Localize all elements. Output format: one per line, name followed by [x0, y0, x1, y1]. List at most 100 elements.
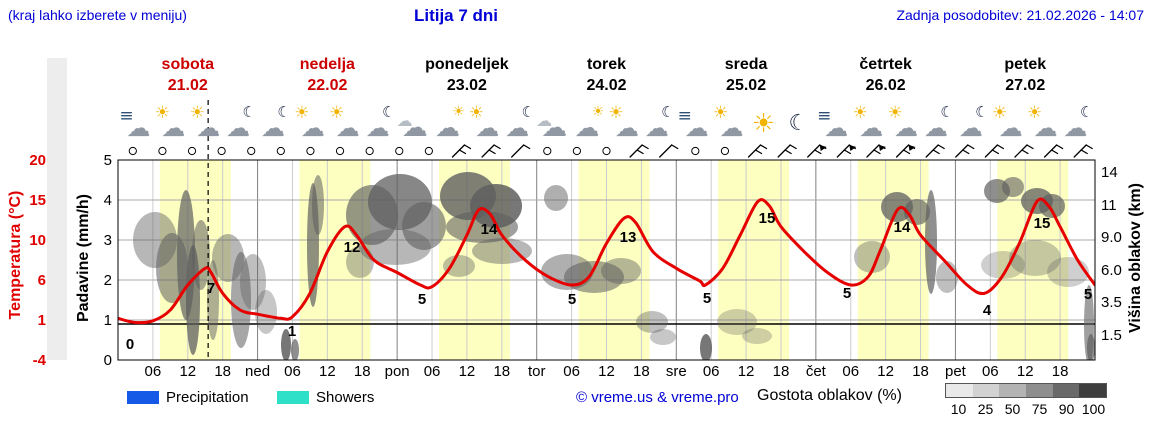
svg-text:☁: ☁ — [397, 111, 413, 130]
svg-text:15: 15 — [759, 210, 776, 227]
sky-icon-wind-cloud: ≡☁ — [817, 106, 848, 142]
svg-text:☀: ☀ — [853, 103, 868, 123]
sky-icon-sun-cloud: ☀☁ — [713, 103, 744, 142]
sky-icon-sun-cloud: ☀☁ — [1027, 103, 1058, 142]
svg-text:☁: ☁ — [1034, 114, 1058, 142]
svg-text:☀: ☀ — [329, 103, 344, 123]
svg-text:06: 06 — [703, 363, 720, 380]
svg-text:četrtek: četrtek — [859, 56, 912, 73]
svg-text:06: 06 — [982, 363, 999, 380]
svg-text:☁: ☁ — [720, 114, 744, 142]
svg-text:06: 06 — [284, 363, 301, 380]
sky-icon-sun-cloud: ☀☁ — [887, 103, 918, 142]
svg-text:☁: ☁ — [924, 114, 948, 142]
svg-text:06: 06 — [145, 363, 162, 380]
sky-icon-sun-cloud: ☀☁ — [294, 103, 325, 142]
svg-text:5: 5 — [104, 152, 112, 169]
sky-icon-cloud-sun: ☀☁ — [435, 104, 465, 142]
x-axis-labels: 06 12 18 ned 06 12 18 pon 06 12 18 tor 06 12 18 sre 06 12… — [145, 363, 1069, 380]
svg-text:torek: torek — [587, 56, 626, 73]
svg-text:27.02: 27.02 — [1005, 77, 1045, 94]
cloud-density-gradient — [945, 383, 1107, 398]
svg-text:18: 18 — [773, 363, 790, 380]
svg-text:ned: ned — [245, 363, 270, 380]
sky-icon-cloud: ☁☁ — [536, 111, 567, 143]
svg-text:☀: ☀ — [992, 103, 1007, 123]
svg-text:11: 11 — [1101, 197, 1117, 214]
svg-text:sre: sre — [666, 363, 687, 380]
svg-text:13: 13 — [620, 229, 637, 246]
svg-text:18: 18 — [633, 363, 650, 380]
svg-text:7: 7 — [207, 280, 215, 297]
svg-text:☁: ☁ — [435, 113, 460, 142]
svg-text:☀: ☀ — [887, 103, 902, 123]
sky-icon-moon-cloud: ☾☁ — [924, 103, 954, 142]
svg-text:☁: ☁ — [536, 111, 552, 130]
sky-icon-sun-cloud: ☀☁ — [329, 103, 360, 142]
copyright-link[interactable]: © vreme.us & vreme.pro — [576, 389, 739, 406]
svg-text:2: 2 — [104, 272, 112, 289]
svg-text:18: 18 — [493, 363, 510, 380]
density-segment — [972, 384, 1000, 397]
svg-text:☀: ☀ — [469, 103, 484, 123]
density-tick-label: 50 — [1004, 401, 1021, 417]
svg-text:☀: ☀ — [608, 103, 623, 123]
svg-text:0: 0 — [104, 352, 112, 369]
menu-hint: (kraj lahko izberete v meniju) — [8, 7, 187, 23]
svg-text:☁: ☁ — [859, 114, 883, 142]
svg-text:☀: ☀ — [713, 103, 728, 123]
sky-icon-moon-cloud: ☾☁ — [366, 103, 396, 142]
svg-text:☾: ☾ — [975, 103, 988, 121]
sky-icon-cloud: ☁☁ — [397, 111, 428, 143]
svg-text:18: 18 — [214, 363, 231, 380]
svg-text:06: 06 — [563, 363, 580, 380]
sky-icons: ≡☁☀☁☀☁☾☁☾☁☀☁☀☁☾☁ ☁☁☀☁ ☀☁☾☁ ☁☁☀☁ ☀☁☾☁ ≡☁☀☁ ☀ ☾ ≡☁… — [119, 103, 1093, 143]
svg-text:☁: ☁ — [402, 113, 428, 143]
density-segment — [999, 384, 1027, 397]
svg-text:☁: ☁ — [541, 113, 567, 143]
svg-text:☁: ☁ — [645, 114, 669, 142]
showers-swatch — [277, 391, 309, 404]
svg-text:26.02: 26.02 — [866, 77, 906, 94]
svg-text:ponedeljek: ponedeljek — [425, 56, 509, 73]
svg-text:☁: ☁ — [894, 114, 918, 142]
svg-text:☁: ☁ — [615, 114, 639, 142]
svg-text:nedelja: nedelja — [300, 56, 355, 73]
sky-icon-sun-cloud: ☀☁ — [469, 103, 500, 142]
svg-text:☁: ☁ — [301, 114, 325, 142]
svg-text:≡: ≡ — [119, 106, 133, 126]
svg-text:14: 14 — [1101, 164, 1118, 181]
svg-text:24.02: 24.02 — [586, 77, 626, 94]
svg-text:☁: ☁ — [126, 114, 150, 142]
svg-text:☁: ☁ — [1064, 114, 1088, 142]
sky-icon-moon-cloud: ☾☁ — [1064, 103, 1094, 142]
svg-text:18: 18 — [1052, 363, 1069, 380]
svg-text:4: 4 — [104, 192, 112, 209]
svg-text:25.02: 25.02 — [726, 77, 766, 94]
svg-text:-4: -4 — [33, 352, 47, 369]
showers-legend-label: Showers — [316, 389, 375, 406]
svg-text:☁: ☁ — [366, 114, 390, 142]
density-tick-label: 90 — [1058, 401, 1075, 417]
svg-text:6.0: 6.0 — [1101, 262, 1122, 279]
svg-text:9.0: 9.0 — [1101, 229, 1122, 246]
svg-text:4: 4 — [983, 302, 992, 319]
sky-icon-sun-cloud: ☀☁ — [992, 103, 1023, 142]
svg-text:5: 5 — [843, 285, 851, 302]
svg-text:☾: ☾ — [1080, 103, 1093, 121]
svg-text:06: 06 — [842, 363, 859, 380]
svg-text:☀: ☀ — [752, 109, 775, 139]
density-segment — [946, 384, 973, 397]
svg-text:sreda: sreda — [725, 56, 768, 73]
svg-text:☀: ☀ — [294, 103, 309, 123]
svg-text:12: 12 — [179, 363, 196, 380]
vertical-gridlines — [152, 160, 1061, 360]
sky-icon-moon-cloud: ☾☁ — [645, 103, 675, 142]
svg-text:☁: ☁ — [575, 113, 600, 142]
svg-text:☀: ☀ — [155, 103, 170, 123]
svg-text:☁: ☁ — [824, 114, 848, 142]
svg-text:tor: tor — [528, 363, 546, 380]
svg-text:20: 20 — [29, 152, 46, 169]
svg-text:☀: ☀ — [190, 103, 205, 123]
